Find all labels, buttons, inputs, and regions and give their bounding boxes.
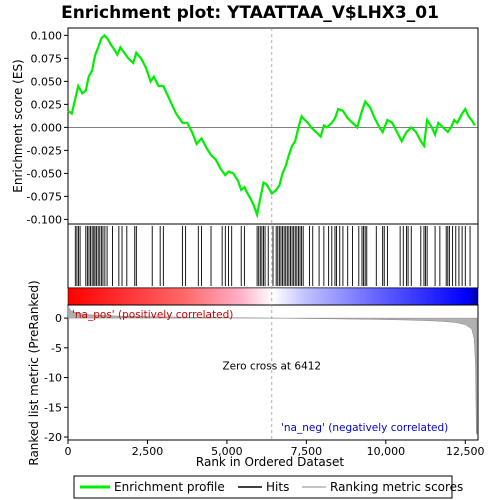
x-axis-title: Rank in Ordered Dataset	[196, 455, 344, 469]
x-tick-label: 10,000	[367, 445, 406, 458]
es-y-tick-label: 0.075	[31, 52, 63, 65]
hits-group	[74, 226, 471, 286]
es-y-tick-label: 0.000	[31, 121, 63, 134]
positive-label: 'na_pos' (positively correlated)	[72, 309, 233, 321]
es-y-tick-label: -0.100	[27, 213, 62, 226]
chart-title: Enrichment plot: YTAATTAA_V$LHX3_01	[61, 3, 439, 23]
es-panel	[67, 27, 479, 225]
es-y-tick-label: 0.100	[31, 29, 63, 42]
legend-hits-label: Hits	[266, 480, 289, 494]
es-y-tick-label: 0.050	[31, 75, 63, 88]
x-tick-label: 2,500	[132, 445, 164, 458]
metric-y-tick-label: -20	[44, 431, 62, 444]
metric-y-tick-label: -5	[51, 342, 62, 355]
enrichment-profile-line	[67, 33, 476, 220]
legend-es-label: Enrichment profile	[114, 480, 225, 494]
metric-y-tick-label: -10	[44, 372, 62, 385]
es-y-axis-title: Enrichment score (ES)	[11, 59, 25, 192]
metric-panel	[67, 304, 479, 441]
metric-y-tick-label: 0	[55, 312, 62, 325]
negative-label: 'na_neg' (negatively correlated)	[281, 422, 448, 434]
metric-y-tick-label: -15	[44, 401, 62, 414]
es-y-axis: -0.100 -0.075 -0.050 -0.025 0.000 0.025 0.050 0…	[27, 29, 68, 226]
legend-metric-label: Ranking metric scores	[330, 480, 463, 494]
rank-color-bar	[67, 287, 479, 306]
zero-cross-label: Zero cross at 6412	[222, 361, 321, 373]
es-y-tick-label: -0.075	[27, 190, 62, 203]
metric-y-axis: 0 -5 -10 -15 -20	[44, 312, 68, 444]
es-y-tick-label: -0.050	[27, 167, 62, 180]
x-tick-label: 7,500	[291, 445, 323, 458]
es-y-tick-label: -0.025	[27, 144, 62, 157]
metric-y-axis-title: Ranked list metric (PreRanked)	[27, 280, 41, 465]
es-y-tick-label: 0.025	[31, 98, 63, 111]
x-tick-label: 0	[65, 445, 72, 458]
x-axis: 0 2,500 5,000 7,500 10,000 12,500	[65, 440, 485, 458]
legend	[73, 475, 453, 499]
x-tick-label: 12,500	[446, 445, 485, 458]
x-tick-label: 5,000	[211, 445, 243, 458]
ranking-metric-area	[67, 305, 478, 435]
